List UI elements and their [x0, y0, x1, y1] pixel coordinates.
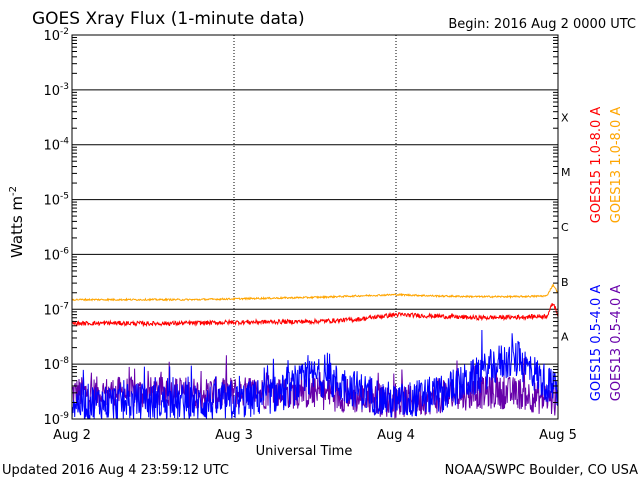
x-axis-label: Universal Time — [256, 444, 353, 459]
plot-border — [71, 34, 559, 420]
chart-title: GOES Xray Flux (1-minute data) — [32, 9, 305, 29]
flare-class-label: M — [561, 166, 571, 179]
y-tick-label: 10-5 — [43, 192, 69, 209]
series-line — [72, 283, 559, 302]
flare-class-label: X — [561, 111, 569, 124]
legend-entry: GOES13 1.0-8.0 A — [609, 107, 624, 224]
updated-timestamp: Updated 2016 Aug 4 23:59:12 UTC — [2, 463, 229, 478]
legend-entry: GOES15 1.0-8.0 A — [589, 107, 604, 224]
y-tick-labels: 10-2 10-3 10-4 10-5 10-6 10-7 10-8 10-9 — [43, 27, 69, 428]
x-tick-label: Aug 5 — [539, 428, 577, 443]
y-axis-label: Watts m-2 — [8, 186, 26, 258]
x-tick-label: Aug 3 — [215, 428, 253, 443]
flare-class-label: A — [561, 331, 569, 344]
x-tick-labels: Aug 2 Aug 3 Aug 4 Aug 5 — [53, 428, 577, 443]
y-tick-label: 10-2 — [43, 27, 69, 44]
series-lines — [71, 283, 559, 420]
flare-class-label: B — [561, 276, 569, 289]
legend-entry: GOES13 0.5-4.0 A — [609, 285, 624, 402]
legend: GOES15 1.0-8.0 A GOES13 1.0-8.0 A GOES15 0… — [589, 107, 624, 402]
plot-frame — [71, 34, 559, 420]
series-line — [71, 329, 559, 420]
x-tick-label: Aug 2 — [53, 428, 91, 443]
y-tick-label: 10-3 — [43, 82, 69, 99]
credit-text: NOAA/SWPC Boulder, CO USA — [445, 463, 638, 478]
flare-class-label: C — [561, 221, 569, 234]
x-tick-label: Aug 4 — [377, 428, 415, 443]
series-line — [71, 303, 559, 328]
legend-entry: GOES15 0.5-4.0 A — [589, 285, 604, 402]
flare-class-labels: X M C B A — [561, 111, 571, 343]
y-axis-label-text: Watts m — [8, 196, 26, 258]
y-tick-label: 10-4 — [43, 137, 69, 154]
begin-label: Begin: 2016 Aug 2 0000 UTC — [448, 17, 636, 32]
y-axis-label-sup: -2 — [8, 186, 19, 196]
y-tick-label: 10-7 — [43, 301, 69, 318]
y-tick-label: 10-8 — [43, 356, 69, 373]
y-tick-label: 10-6 — [43, 246, 69, 263]
y-tick-label: 10-9 — [43, 411, 69, 428]
grid-lines — [72, 34, 558, 420]
